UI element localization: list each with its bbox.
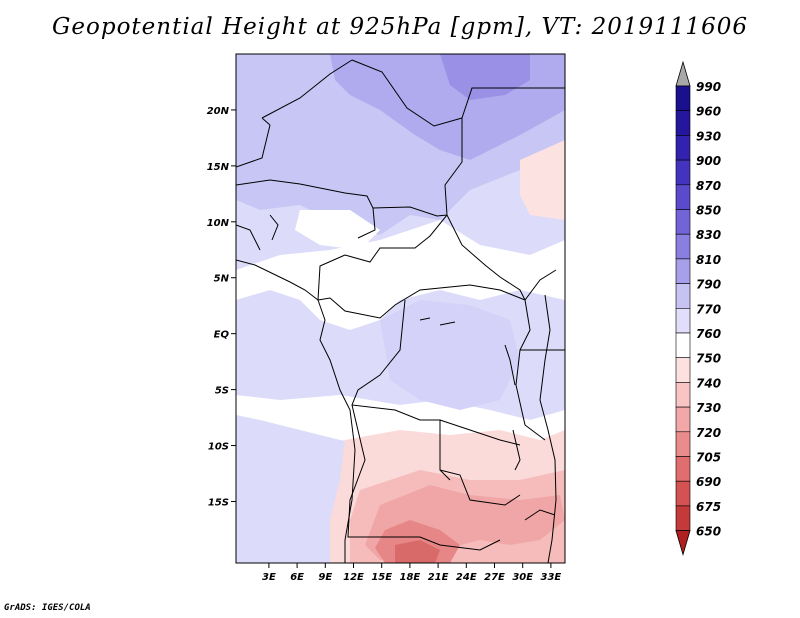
y-tick-label: 10S [208,442,229,453]
colorbar-swatch [675,209,691,235]
y-tick-label: 15N [207,162,230,173]
colorbar-swatch [675,283,691,309]
y-tick-label: 5S [215,386,229,397]
colorbar-label: 690 [696,475,721,489]
colorbar-swatch [675,505,691,531]
colorbar-swatch [675,431,691,457]
colorbar-label: 740 [696,376,721,390]
y-tick-label: 20N [207,106,230,117]
country-borders [236,59,565,563]
field-760-north [295,210,380,250]
colorbar-label: 900 [696,154,721,168]
field-790-congo [380,300,520,410]
colorbar-swatch [675,110,691,136]
colorbar-label: 930 [696,129,721,143]
colorbar-label: 870 [696,179,721,193]
colorbar-label: 730 [696,401,721,415]
chart-title: Geopotential Height at 925hPa [gpm], VT:… [52,14,748,40]
colorbar-label: 650 [696,525,721,539]
x-tick-label: 9E [318,572,332,583]
colorbar-swatch [675,135,691,161]
geopotential-height-field [236,54,565,563]
lake-lines [419,317,521,471]
colorbar-swatch [675,184,691,210]
colorbar-swatch [675,159,691,186]
colorbar-label: 850 [696,204,721,218]
colorbar-label: 750 [696,352,721,366]
colorbar-label: 990 [696,80,721,94]
coastline [236,259,557,563]
colorbar-swatch [675,480,691,507]
colorbar-label: 790 [696,278,721,292]
colorbar-swatch [675,258,691,284]
y-tick-label: 15S [208,497,229,508]
x-tick-label: 27E [484,572,505,583]
grads-credit: GrADS: IGES/COLA [4,603,91,613]
plot-frame [235,53,566,564]
field-705-core [395,540,440,563]
colorbar-bottom-arrow [675,530,691,557]
field-750-northeast [520,140,565,220]
x-tick-label: 12E [343,572,364,583]
colorbar-label: 830 [696,228,721,242]
x-tick-label: 15E [371,572,392,583]
colorbar: 990 960 930 900 870 850 830 810 790 770 760 750 740 7… [675,60,721,557]
colorbar-swatch [675,332,691,359]
colorbar-label: 760 [696,327,721,341]
colorbar-swatch [675,456,691,482]
colorbar-label: 810 [696,253,721,267]
x-tick-label: 21E [428,572,449,583]
x-tick-label: 3E [262,572,276,583]
y-tick-label: 5N [214,274,230,285]
x-tick-label: 18E [400,572,421,583]
colorbar-swatch [675,233,691,260]
colorbar-top-arrow [675,60,691,87]
x-tick-label: 24E [456,572,477,583]
y-tick-label: EQ [214,330,230,341]
colorbar-swatch [675,382,691,408]
x-tick-label: 30E [512,572,533,583]
x-tick-label: 33E [541,572,562,583]
colorbar-label: 720 [696,426,721,440]
colorbar-label: 675 [696,500,721,514]
x-axis-ticks: 3E 6E 9E 12E 15E 18E 21E 24E 27E 30E 33E [262,563,561,583]
border-lines [236,59,565,551]
colorbar-label: 705 [696,451,721,465]
x-tick-label: 6E [290,572,304,583]
y-axis-ticks: 20N 15N 10N 5N EQ 5S 10S 15S [207,106,236,508]
field-760-central [236,220,565,330]
colorbar-label: 770 [696,302,721,316]
colorbar-swatch [675,85,691,112]
y-tick-label: 10N [207,218,230,229]
colorbar-swatch [675,406,691,433]
colorbar-label: 960 [696,105,721,119]
colorbar-swatch [675,307,691,334]
colorbar-swatch [675,357,691,383]
